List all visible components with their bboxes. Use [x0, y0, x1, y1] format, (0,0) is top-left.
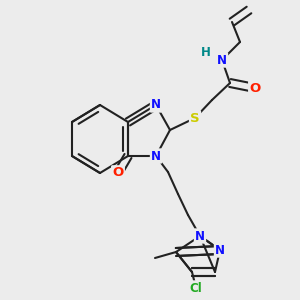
Text: N: N — [215, 244, 225, 256]
Text: H: H — [201, 46, 211, 59]
Text: N: N — [151, 149, 161, 163]
Text: N: N — [217, 53, 227, 67]
Text: N: N — [195, 230, 205, 242]
Text: O: O — [112, 167, 124, 179]
Text: Cl: Cl — [190, 281, 202, 295]
Text: S: S — [190, 112, 200, 124]
Text: O: O — [249, 82, 261, 94]
Text: N: N — [151, 98, 161, 112]
